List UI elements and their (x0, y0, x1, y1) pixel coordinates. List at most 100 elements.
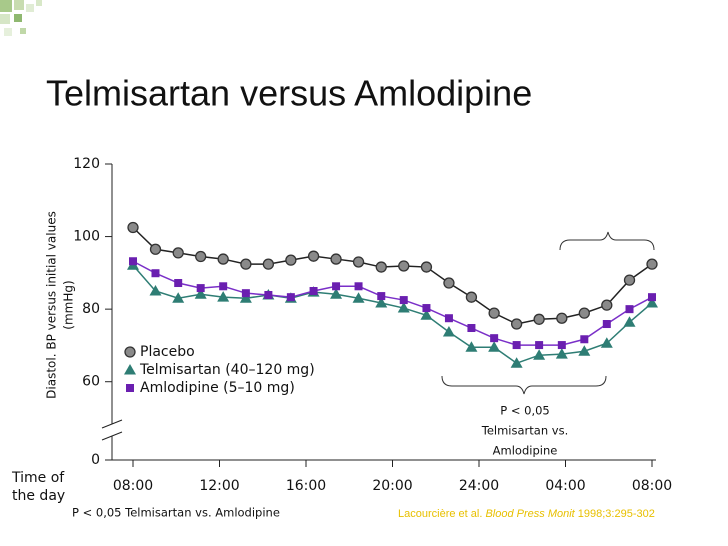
y-axis-label-line: (mmHg) (62, 280, 76, 329)
annotation: Telmisartan vs. (481, 424, 568, 438)
citation: Lacourcière et al. Blood Press Monit 199… (398, 508, 655, 520)
point (149, 285, 162, 296)
point (217, 291, 230, 302)
x-axis-label: Time of (11, 470, 65, 486)
point (490, 334, 499, 343)
point (420, 309, 433, 320)
point (262, 258, 275, 270)
point (149, 243, 162, 255)
citation-journal: Blood Press Monit (485, 508, 575, 520)
point (375, 296, 388, 308)
point (127, 221, 139, 234)
series-line (132, 260, 653, 346)
point (240, 258, 252, 270)
point (124, 364, 136, 375)
point (330, 288, 343, 299)
point (129, 257, 137, 266)
point (580, 335, 589, 344)
axis-break (101, 419, 123, 429)
footnote: P < 0,05 Telmisartan vs. Amlodipine (72, 506, 280, 520)
legend-label: Telmisartan (40–120 mg) (139, 362, 315, 378)
point (352, 256, 365, 268)
point (422, 304, 431, 313)
point (124, 346, 136, 358)
point (467, 324, 476, 333)
point (556, 312, 568, 324)
point (420, 261, 433, 273)
point (442, 326, 455, 337)
point (648, 293, 656, 302)
point (174, 279, 183, 288)
point (623, 316, 636, 327)
point (623, 274, 636, 286)
point (488, 307, 500, 319)
legend-label: Placebo (140, 344, 195, 360)
point (510, 318, 523, 330)
point (375, 261, 387, 273)
decoration (0, 0, 42, 36)
annotation: Amlodipine (493, 444, 558, 458)
point (488, 341, 501, 352)
point (533, 313, 545, 325)
x-tick-label: 08:00 (113, 478, 153, 494)
point (239, 292, 252, 303)
point (600, 337, 613, 348)
point (398, 260, 410, 272)
point (196, 284, 205, 293)
point (309, 287, 318, 295)
chart-title: Telmisartan versus Amlodipine (46, 73, 532, 114)
citation-authors: Lacourcière et al. (398, 508, 482, 520)
point (625, 305, 634, 314)
point (172, 247, 184, 259)
y-tick-label: 120 (73, 156, 100, 172)
x-tick-label: 12:00 (199, 478, 239, 494)
point (330, 253, 342, 265)
x-tick-label: 08:00 (632, 478, 672, 494)
point (195, 250, 207, 263)
point (535, 341, 544, 350)
point (264, 290, 273, 299)
y-axis-label: Diastol. BP versus initial values (mmHg) (45, 211, 76, 399)
point (578, 345, 591, 356)
point (533, 349, 546, 360)
point (194, 288, 207, 299)
point (399, 296, 408, 305)
point (443, 277, 455, 289)
point (285, 254, 297, 266)
point (555, 348, 568, 359)
point (151, 269, 160, 278)
point (241, 289, 250, 298)
point (332, 282, 341, 291)
annotation: P < 0,05 (500, 404, 550, 418)
point (602, 320, 611, 329)
x-tick-label: 20:00 (372, 478, 412, 494)
point (510, 357, 523, 368)
point (578, 307, 590, 319)
point (217, 253, 229, 265)
point (126, 384, 134, 392)
point (646, 258, 658, 270)
point (512, 341, 521, 350)
y-axis-label-line: Diastol. BP versus initial values (45, 211, 59, 399)
point (646, 296, 658, 308)
point (377, 292, 386, 301)
x-tick-label: 24:00 (459, 478, 499, 494)
point (465, 341, 478, 352)
citation-ref: 1998;3:295-302 (578, 508, 655, 520)
legend-label: Amlodipine (5–10 mg) (140, 380, 295, 396)
brace (441, 231, 655, 395)
point (352, 292, 365, 303)
point (219, 282, 228, 291)
x-axis-label: the day (12, 488, 65, 504)
x-tick-label: 04:00 (545, 478, 585, 494)
point (397, 302, 410, 313)
axis-break (101, 431, 123, 441)
series-line (132, 226, 653, 325)
point (601, 299, 613, 311)
point (286, 293, 295, 302)
x-tick-label: 16:00 (286, 478, 326, 494)
y-tick-label: 60 (82, 374, 100, 390)
point (465, 291, 478, 303)
series-line (132, 264, 653, 365)
